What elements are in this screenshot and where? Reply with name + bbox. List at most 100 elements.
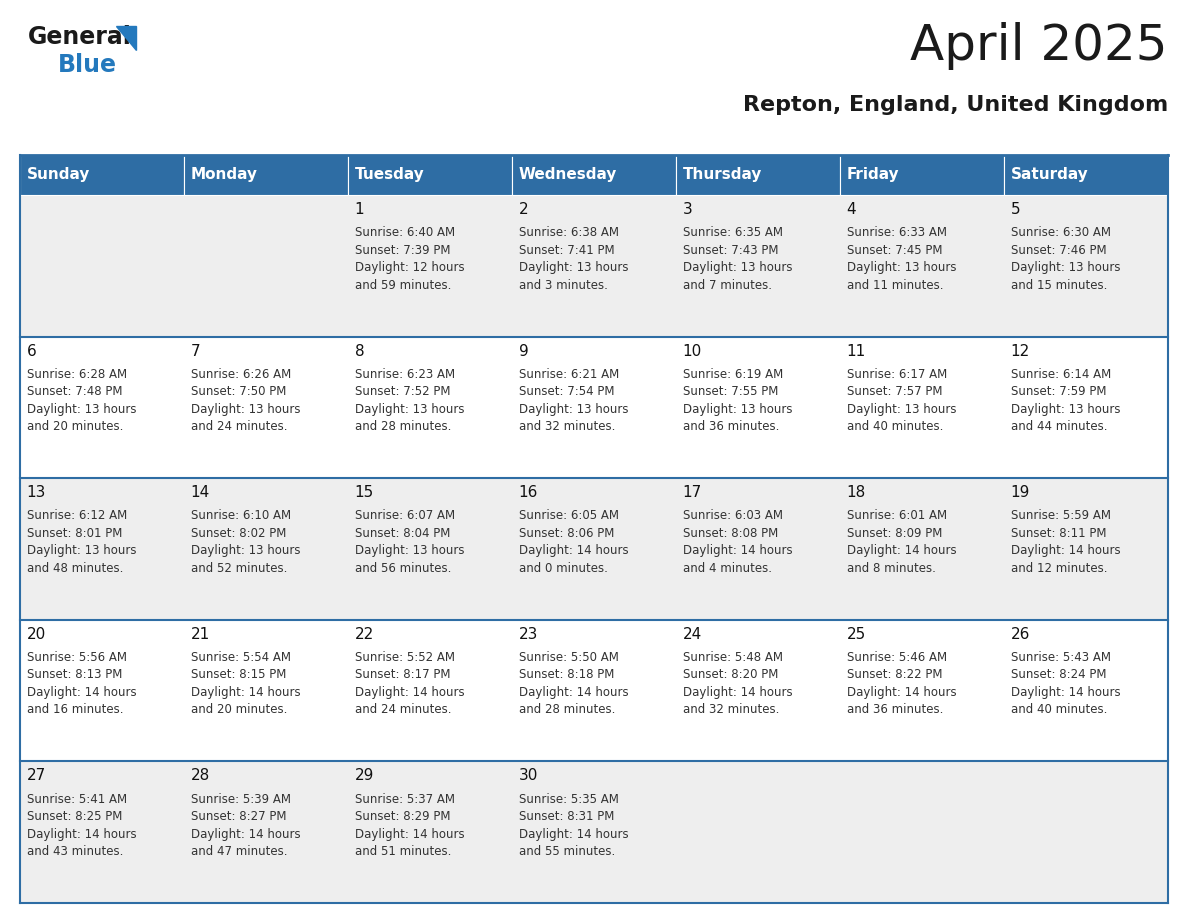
Bar (348, 195, 512, 337)
Text: 22: 22 (354, 627, 374, 642)
Bar (512, 155, 676, 195)
Text: 5: 5 (1011, 202, 1020, 217)
Text: 4: 4 (847, 202, 857, 217)
Polygon shape (116, 26, 135, 50)
Text: 3: 3 (683, 202, 693, 217)
Bar (1004, 620, 1168, 761)
Text: 18: 18 (847, 486, 866, 500)
Text: Sunrise: 6:17 AM
Sunset: 7:57 PM
Daylight: 13 hours
and 40 minutes.: Sunrise: 6:17 AM Sunset: 7:57 PM Dayligh… (847, 368, 956, 433)
Text: Repton, England, United Kingdom: Repton, England, United Kingdom (742, 95, 1168, 115)
Text: Sunrise: 6:14 AM
Sunset: 7:59 PM
Daylight: 13 hours
and 44 minutes.: Sunrise: 6:14 AM Sunset: 7:59 PM Dayligh… (1011, 368, 1120, 433)
Text: 2: 2 (518, 202, 529, 217)
Text: 21: 21 (190, 627, 210, 642)
Text: Sunrise: 6:35 AM
Sunset: 7:43 PM
Daylight: 13 hours
and 7 minutes.: Sunrise: 6:35 AM Sunset: 7:43 PM Dayligh… (683, 226, 792, 292)
Text: 10: 10 (683, 343, 702, 359)
Bar (348, 337, 512, 478)
Text: Sunrise: 6:01 AM
Sunset: 8:09 PM
Daylight: 14 hours
and 8 minutes.: Sunrise: 6:01 AM Sunset: 8:09 PM Dayligh… (847, 509, 956, 575)
Bar (676, 761, 840, 903)
Bar (512, 337, 676, 478)
Text: Sunrise: 6:03 AM
Sunset: 8:08 PM
Daylight: 14 hours
and 4 minutes.: Sunrise: 6:03 AM Sunset: 8:08 PM Dayligh… (683, 509, 792, 575)
Bar (184, 155, 348, 195)
Text: Tuesday: Tuesday (354, 167, 424, 183)
Text: Sunrise: 6:40 AM
Sunset: 7:39 PM
Daylight: 12 hours
and 59 minutes.: Sunrise: 6:40 AM Sunset: 7:39 PM Dayligh… (354, 226, 465, 292)
Text: 23: 23 (518, 627, 538, 642)
Text: Saturday: Saturday (1011, 167, 1088, 183)
Text: Sunrise: 5:43 AM
Sunset: 8:24 PM
Daylight: 14 hours
and 40 minutes.: Sunrise: 5:43 AM Sunset: 8:24 PM Dayligh… (1011, 651, 1120, 716)
Bar (512, 478, 676, 620)
Bar (184, 195, 348, 337)
Bar (20, 155, 184, 195)
Text: Sunrise: 5:48 AM
Sunset: 8:20 PM
Daylight: 14 hours
and 32 minutes.: Sunrise: 5:48 AM Sunset: 8:20 PM Dayligh… (683, 651, 792, 716)
Text: Sunrise: 6:38 AM
Sunset: 7:41 PM
Daylight: 13 hours
and 3 minutes.: Sunrise: 6:38 AM Sunset: 7:41 PM Dayligh… (518, 226, 628, 292)
Text: 13: 13 (26, 486, 46, 500)
Text: Sunrise: 6:33 AM
Sunset: 7:45 PM
Daylight: 13 hours
and 11 minutes.: Sunrise: 6:33 AM Sunset: 7:45 PM Dayligh… (847, 226, 956, 292)
Bar (676, 337, 840, 478)
Bar (20, 620, 184, 761)
Text: Monday: Monday (190, 167, 258, 183)
Text: Sunrise: 6:12 AM
Sunset: 8:01 PM
Daylight: 13 hours
and 48 minutes.: Sunrise: 6:12 AM Sunset: 8:01 PM Dayligh… (26, 509, 137, 575)
Text: Sunrise: 5:39 AM
Sunset: 8:27 PM
Daylight: 14 hours
and 47 minutes.: Sunrise: 5:39 AM Sunset: 8:27 PM Dayligh… (190, 792, 301, 858)
Text: Sunrise: 5:59 AM
Sunset: 8:11 PM
Daylight: 14 hours
and 12 minutes.: Sunrise: 5:59 AM Sunset: 8:11 PM Dayligh… (1011, 509, 1120, 575)
Bar (676, 195, 840, 337)
Text: Sunrise: 5:46 AM
Sunset: 8:22 PM
Daylight: 14 hours
and 36 minutes.: Sunrise: 5:46 AM Sunset: 8:22 PM Dayligh… (847, 651, 956, 716)
Text: Sunrise: 5:56 AM
Sunset: 8:13 PM
Daylight: 14 hours
and 16 minutes.: Sunrise: 5:56 AM Sunset: 8:13 PM Dayligh… (26, 651, 137, 716)
Text: Sunday: Sunday (26, 167, 90, 183)
Bar (348, 620, 512, 761)
Text: Sunrise: 6:23 AM
Sunset: 7:52 PM
Daylight: 13 hours
and 28 minutes.: Sunrise: 6:23 AM Sunset: 7:52 PM Dayligh… (354, 368, 465, 433)
Bar (1004, 478, 1168, 620)
Text: 1: 1 (354, 202, 365, 217)
Text: Sunrise: 6:30 AM
Sunset: 7:46 PM
Daylight: 13 hours
and 15 minutes.: Sunrise: 6:30 AM Sunset: 7:46 PM Dayligh… (1011, 226, 1120, 292)
Bar (1004, 761, 1168, 903)
Text: Blue: Blue (58, 53, 116, 77)
Bar (1004, 195, 1168, 337)
Bar (840, 337, 1004, 478)
Bar (840, 761, 1004, 903)
Text: 17: 17 (683, 486, 702, 500)
Text: 15: 15 (354, 486, 374, 500)
Text: 19: 19 (1011, 486, 1030, 500)
Bar (20, 337, 184, 478)
Text: Sunrise: 6:19 AM
Sunset: 7:55 PM
Daylight: 13 hours
and 36 minutes.: Sunrise: 6:19 AM Sunset: 7:55 PM Dayligh… (683, 368, 792, 433)
Text: 25: 25 (847, 627, 866, 642)
Bar (676, 478, 840, 620)
Bar (512, 761, 676, 903)
Text: April 2025: April 2025 (910, 22, 1168, 70)
Bar (1004, 337, 1168, 478)
Text: 14: 14 (190, 486, 210, 500)
Bar (348, 155, 512, 195)
Text: 16: 16 (518, 486, 538, 500)
Text: Sunrise: 5:37 AM
Sunset: 8:29 PM
Daylight: 14 hours
and 51 minutes.: Sunrise: 5:37 AM Sunset: 8:29 PM Dayligh… (354, 792, 465, 858)
Bar (184, 337, 348, 478)
Bar (348, 761, 512, 903)
Bar (676, 155, 840, 195)
Text: Friday: Friday (847, 167, 899, 183)
Text: 7: 7 (190, 343, 201, 359)
Text: 9: 9 (518, 343, 529, 359)
Bar (676, 620, 840, 761)
Bar (184, 620, 348, 761)
Bar (840, 620, 1004, 761)
Text: Sunrise: 6:10 AM
Sunset: 8:02 PM
Daylight: 13 hours
and 52 minutes.: Sunrise: 6:10 AM Sunset: 8:02 PM Dayligh… (190, 509, 301, 575)
Text: 29: 29 (354, 768, 374, 783)
Text: Thursday: Thursday (683, 167, 762, 183)
Text: 26: 26 (1011, 627, 1030, 642)
Bar (20, 478, 184, 620)
Text: 6: 6 (26, 343, 37, 359)
Text: 30: 30 (518, 768, 538, 783)
Bar (20, 195, 184, 337)
Text: Sunrise: 6:07 AM
Sunset: 8:04 PM
Daylight: 13 hours
and 56 minutes.: Sunrise: 6:07 AM Sunset: 8:04 PM Dayligh… (354, 509, 465, 575)
Bar (512, 620, 676, 761)
Bar (840, 478, 1004, 620)
Bar (1004, 155, 1168, 195)
Text: Sunrise: 6:21 AM
Sunset: 7:54 PM
Daylight: 13 hours
and 32 minutes.: Sunrise: 6:21 AM Sunset: 7:54 PM Dayligh… (518, 368, 628, 433)
Text: Sunrise: 5:35 AM
Sunset: 8:31 PM
Daylight: 14 hours
and 55 minutes.: Sunrise: 5:35 AM Sunset: 8:31 PM Dayligh… (518, 792, 628, 858)
Bar (20, 761, 184, 903)
Text: Sunrise: 5:50 AM
Sunset: 8:18 PM
Daylight: 14 hours
and 28 minutes.: Sunrise: 5:50 AM Sunset: 8:18 PM Dayligh… (518, 651, 628, 716)
Text: 20: 20 (26, 627, 46, 642)
Text: 12: 12 (1011, 343, 1030, 359)
Bar (840, 195, 1004, 337)
Text: Sunrise: 5:52 AM
Sunset: 8:17 PM
Daylight: 14 hours
and 24 minutes.: Sunrise: 5:52 AM Sunset: 8:17 PM Dayligh… (354, 651, 465, 716)
Text: Sunrise: 5:54 AM
Sunset: 8:15 PM
Daylight: 14 hours
and 20 minutes.: Sunrise: 5:54 AM Sunset: 8:15 PM Dayligh… (190, 651, 301, 716)
Bar (840, 155, 1004, 195)
Text: Sunrise: 5:41 AM
Sunset: 8:25 PM
Daylight: 14 hours
and 43 minutes.: Sunrise: 5:41 AM Sunset: 8:25 PM Dayligh… (26, 792, 137, 858)
